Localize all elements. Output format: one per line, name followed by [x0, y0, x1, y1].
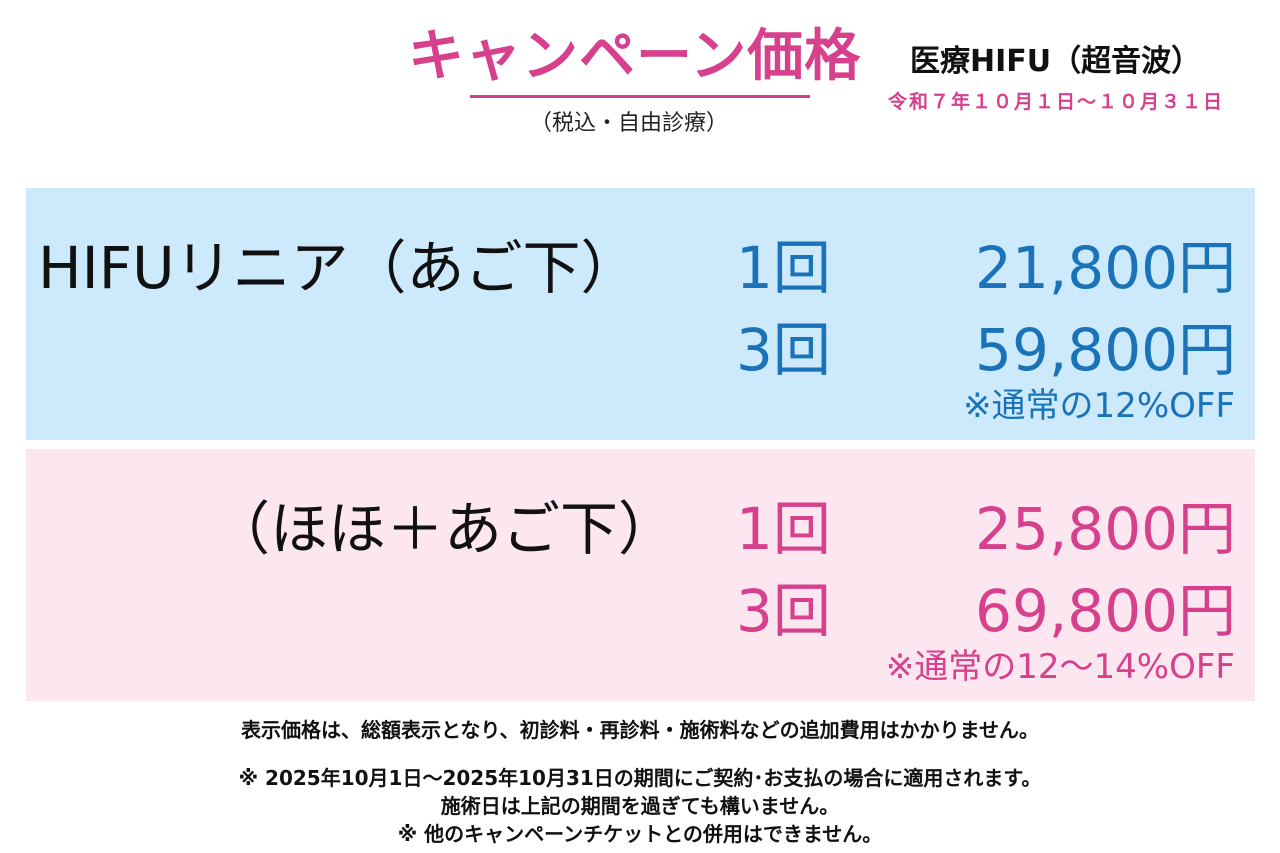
price-amount: 59,800円: [975, 316, 1236, 384]
campaign-title: キャンペーン価格: [408, 24, 862, 89]
footer-treatment-date-note: 施術日は上記の期間を過ぎても構いません。: [440, 794, 840, 818]
plan-name: （ほほ＋あご下）: [212, 495, 677, 563]
session-count: 3回: [736, 577, 831, 645]
footer-period-note: ※ 2025年10月1日～2025年10月31日の期間にご契約･お支払の場合に適…: [238, 766, 1042, 790]
plan-panel-cheek-chin: （ほほ＋あご下） 1回 25,800円 3回 69,800円 ※通常の12～14…: [26, 449, 1255, 701]
discount-note: ※通常の12～14%OFF: [885, 647, 1235, 687]
session-count: 1回: [736, 234, 831, 302]
session-count: 3回: [736, 316, 831, 384]
footer-total-price-note: 表示価格は、総額表示となり、初診料・再診料・施術料などの追加費用はかかりません。: [241, 718, 1039, 742]
session-count: 1回: [736, 495, 831, 563]
price-amount: 25,800円: [975, 495, 1236, 563]
price-amount: 69,800円: [975, 577, 1236, 645]
title-underline: [470, 95, 810, 98]
footer-combination-note: ※ 他のキャンペーンチケットとの併用はできません。: [397, 822, 883, 846]
plan-panel-chin: HIFUリニア（あご下） 1回 21,800円 3回 59,800円 ※通常の1…: [26, 188, 1255, 440]
discount-note: ※通常の12%OFF: [963, 386, 1235, 426]
plan-name: HIFUリニア（あご下）: [38, 234, 639, 302]
service-name: 医療HIFU（超音波）: [910, 44, 1202, 79]
price-amount: 21,800円: [975, 234, 1236, 302]
tax-note: （税込・自由診療）: [530, 111, 729, 136]
campaign-period: 令和７年１０月１日～１０月３１日: [888, 91, 1225, 113]
